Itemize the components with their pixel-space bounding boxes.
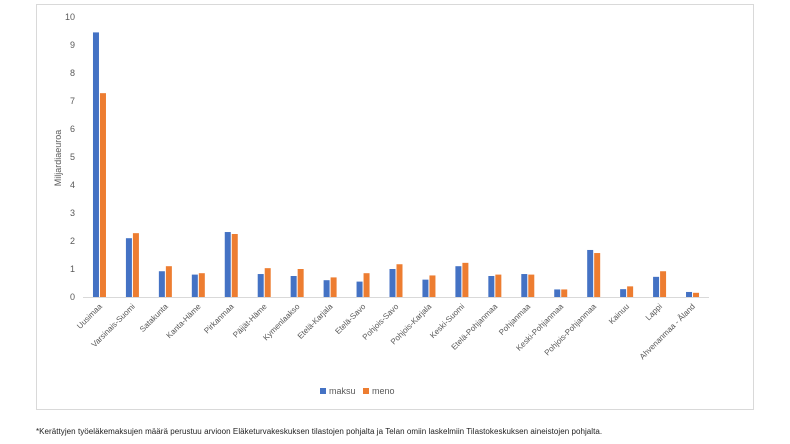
bar-meno <box>693 292 700 297</box>
bar-series <box>92 32 700 298</box>
x-tick-label: Pirkanmaa <box>202 302 236 336</box>
bar-meno <box>462 262 469 297</box>
bar-meno <box>528 274 535 297</box>
bar-maksu <box>389 269 396 297</box>
bar-maksu <box>257 274 264 297</box>
y-tick-label: 9 <box>70 40 75 50</box>
y-axis-label: Miljardiaeuroa <box>53 130 63 187</box>
bar-meno <box>165 266 172 297</box>
bar-maksu <box>158 271 165 297</box>
x-tick-label: Ahvenanmaa - Åland <box>638 302 697 361</box>
bar-meno <box>495 274 502 297</box>
bar-maksu <box>455 266 462 297</box>
bar-meno <box>264 268 271 297</box>
bar-maksu <box>125 238 132 297</box>
bar-maksu <box>620 289 627 297</box>
chart-frame: Miljardiaeuroa 0 1 2 3 4 5 6 7 8 9 10 Uusimaa Varsi… <box>36 4 754 410</box>
x-tick-label: Pohjanmaa <box>497 302 532 337</box>
bar-maksu <box>521 274 528 297</box>
y-tick-label: 3 <box>70 208 75 218</box>
legend-label-meno: meno <box>372 386 395 396</box>
bar-meno <box>231 234 238 297</box>
bar-maksu <box>356 281 363 297</box>
bar-meno <box>561 289 568 297</box>
bar-maksu <box>191 274 198 297</box>
x-tick-label: Lappi <box>644 302 664 322</box>
x-tick-label: Satakunta <box>138 302 170 334</box>
x-tick-label: Kainuu <box>607 302 631 326</box>
y-tick-label: 2 <box>70 236 75 246</box>
bar-maksu <box>587 249 594 297</box>
legend: maksu meno <box>320 386 395 396</box>
legend-swatch-meno <box>363 388 369 394</box>
bar-meno <box>396 264 403 297</box>
x-tick-label: Etelä-Karjala <box>296 302 335 341</box>
bar-meno <box>297 269 304 297</box>
bar-maksu <box>422 279 429 297</box>
x-tick-label: Kanta-Häme <box>165 302 204 341</box>
bar-meno <box>429 275 436 297</box>
bar-chart: Miljardiaeuroa 0 1 2 3 4 5 6 7 8 9 10 UusimaaVarsi… <box>53 12 709 396</box>
footnote: *Kerättyjen työeläkemaksujen määrä perus… <box>36 427 603 436</box>
y-tick-label: 5 <box>70 152 75 162</box>
y-tick-label: 10 <box>65 12 75 22</box>
bar-maksu <box>290 276 297 297</box>
bar-maksu <box>224 232 231 297</box>
legend-label-maksu: maksu <box>329 386 356 396</box>
bar-maksu <box>653 276 660 297</box>
bar-maksu <box>323 280 330 297</box>
y-tick-label: 7 <box>70 96 75 106</box>
y-tick-label: 8 <box>70 68 75 78</box>
bar-meno <box>627 286 634 297</box>
y-tick-label: 1 <box>70 264 75 274</box>
x-tick-label: Uusimaa <box>75 302 104 331</box>
bar-maksu <box>686 291 693 297</box>
bar-meno <box>330 277 337 297</box>
bar-maksu <box>554 289 561 297</box>
x-tick-label: Etelä-Savo <box>333 302 367 336</box>
y-tick-label: 6 <box>70 124 75 134</box>
y-tick-label: 4 <box>70 180 75 190</box>
bar-meno <box>198 273 205 297</box>
bar-meno <box>660 271 667 297</box>
bar-meno <box>132 233 139 297</box>
bar-maksu <box>488 276 495 297</box>
bar-meno <box>363 273 370 297</box>
legend-swatch-maksu <box>320 388 326 394</box>
y-tick-label: 0 <box>70 292 75 302</box>
bar-meno <box>594 253 601 297</box>
bar-meno <box>99 93 106 297</box>
bar-maksu <box>92 32 99 298</box>
y-axis-ticks: 0 1 2 3 4 5 6 7 8 9 10 <box>65 12 75 302</box>
